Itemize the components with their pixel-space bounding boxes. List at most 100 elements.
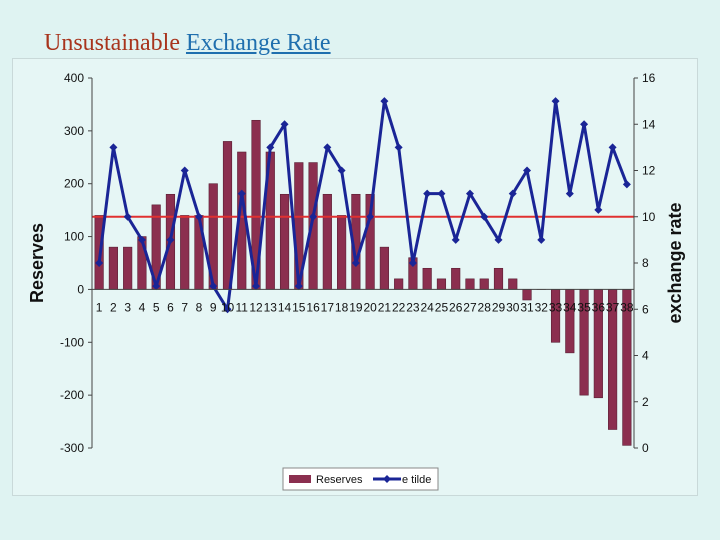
x-tick-label: 27 xyxy=(463,300,477,314)
bar-reserves-24 xyxy=(422,267,432,290)
point-e-tilde-1 xyxy=(95,259,104,267)
point-e-tilde-32 xyxy=(537,235,546,244)
bar-reserves-26 xyxy=(451,267,461,290)
point-e-tilde-10 xyxy=(223,305,232,314)
x-tick-label: 29 xyxy=(492,300,506,314)
point-e-tilde-37 xyxy=(608,143,617,152)
point-e-tilde-31 xyxy=(523,166,532,175)
y-tick-label: 0 xyxy=(77,282,84,296)
bar-reserves-3 xyxy=(123,246,133,290)
legend-swatch-reserves xyxy=(289,475,311,483)
x-tick-label: 38 xyxy=(620,300,634,314)
x-tick-label: 17 xyxy=(321,300,335,314)
point-e-tilde-34 xyxy=(565,189,574,198)
x-tick-label: 34 xyxy=(563,300,577,314)
legend-box xyxy=(282,467,439,491)
x-tick-label: 31 xyxy=(520,300,534,314)
y2-tick-label: 10 xyxy=(642,210,656,224)
bar-reserves-14 xyxy=(279,193,290,290)
y-tick-label: -300 xyxy=(60,441,84,455)
x-tick-label: 12 xyxy=(249,300,263,314)
y-tick-label: 300 xyxy=(64,124,84,138)
x-tick-label: 5 xyxy=(153,300,160,314)
x-tick-label: 26 xyxy=(449,300,463,314)
y-tick-label: -200 xyxy=(60,388,84,402)
point-e-tilde-24 xyxy=(423,189,432,198)
x-tick-label: 18 xyxy=(335,300,349,314)
x-tick-label: 37 xyxy=(606,300,620,314)
point-e-tilde-27 xyxy=(465,189,474,198)
x-tick-label: 24 xyxy=(421,300,435,314)
point-e-tilde-22 xyxy=(394,143,403,152)
x-tick-label: 13 xyxy=(264,300,278,314)
title-part-2-link[interactable]: Exchange Rate xyxy=(185,30,331,56)
point-e-tilde-6 xyxy=(166,235,175,244)
x-tick-label: 4 xyxy=(139,300,146,314)
point-e-tilde-9 xyxy=(209,282,218,291)
point-e-tilde-4 xyxy=(137,235,146,244)
x-tick-label: 30 xyxy=(506,300,520,314)
x-tick-label: 11 xyxy=(236,300,249,314)
bar-reserves-10 xyxy=(222,141,233,290)
x-tick-label: 15 xyxy=(292,300,306,314)
point-e-tilde-25 xyxy=(437,189,446,198)
bar-reserves-2 xyxy=(108,246,118,290)
point-e-tilde-18 xyxy=(337,166,346,175)
x-tick-label: 8 xyxy=(196,300,203,314)
legend-marker-e-tilde xyxy=(383,475,391,483)
bar-reserves-33 xyxy=(550,289,561,343)
bar-reserves-21 xyxy=(379,246,389,290)
bar-reserves-25 xyxy=(436,278,447,290)
x-tick-label: 35 xyxy=(577,300,591,314)
point-e-tilde-13 xyxy=(266,143,275,152)
y2-tick-label: 2 xyxy=(642,395,649,409)
point-e-tilde-5 xyxy=(152,282,161,291)
x-tick-label: 2 xyxy=(110,300,117,314)
x-tick-label: 9 xyxy=(210,300,217,314)
bar-reserves-7 xyxy=(180,215,190,290)
x-tick-label: 23 xyxy=(406,300,420,314)
bar-reserves-29 xyxy=(493,267,504,290)
x-tick-label: 14 xyxy=(278,300,292,314)
point-e-tilde-30 xyxy=(508,189,517,198)
x-tick-label: 33 xyxy=(549,300,563,314)
bar-reserves-34 xyxy=(565,289,575,354)
x-tick-label: 28 xyxy=(478,300,492,314)
legend-label-e-tilde: e tilde xyxy=(402,474,431,486)
point-e-tilde-20 xyxy=(366,212,375,221)
y-tick-label: -100 xyxy=(60,335,84,349)
y-tick-label: 100 xyxy=(64,230,84,244)
point-e-tilde-15 xyxy=(294,282,303,291)
y-tick-label: 400 xyxy=(64,71,84,85)
point-e-tilde-12 xyxy=(252,282,261,291)
y2-tick-label: 16 xyxy=(642,71,656,85)
bar-reserves-17 xyxy=(322,193,332,290)
point-e-tilde-2 xyxy=(109,143,118,152)
x-tick-label: 36 xyxy=(592,300,606,314)
point-e-tilde-16 xyxy=(309,212,318,221)
point-e-tilde-26 xyxy=(451,235,460,244)
y-axis-label: Reserves xyxy=(27,223,47,303)
bar-reserves-31 xyxy=(522,289,532,301)
bar-reserves-27 xyxy=(465,278,475,290)
legend: Reserves e tilde xyxy=(282,467,439,491)
x-tick-label: 16 xyxy=(306,300,320,314)
legend-label-reserves: Reserves xyxy=(316,474,363,486)
y2-tick-label: 14 xyxy=(642,117,656,131)
point-e-tilde-17 xyxy=(323,143,332,152)
point-e-tilde-8 xyxy=(194,212,203,221)
y2-tick-label: 6 xyxy=(642,302,649,316)
x-tick-label: 1 xyxy=(96,300,103,314)
point-e-tilde-3 xyxy=(123,212,132,221)
bar-reserves-30 xyxy=(508,278,518,290)
point-e-tilde-7 xyxy=(180,166,189,175)
x-tick-label: 22 xyxy=(392,300,406,314)
point-e-tilde-29 xyxy=(494,235,503,244)
point-e-tilde-35 xyxy=(580,120,589,129)
point-e-tilde-36 xyxy=(594,205,603,214)
x-tick-label: 3 xyxy=(124,300,131,314)
point-e-tilde-21 xyxy=(380,97,389,106)
x-tick-label: 7 xyxy=(181,300,188,314)
y2-tick-label: 12 xyxy=(642,164,656,178)
